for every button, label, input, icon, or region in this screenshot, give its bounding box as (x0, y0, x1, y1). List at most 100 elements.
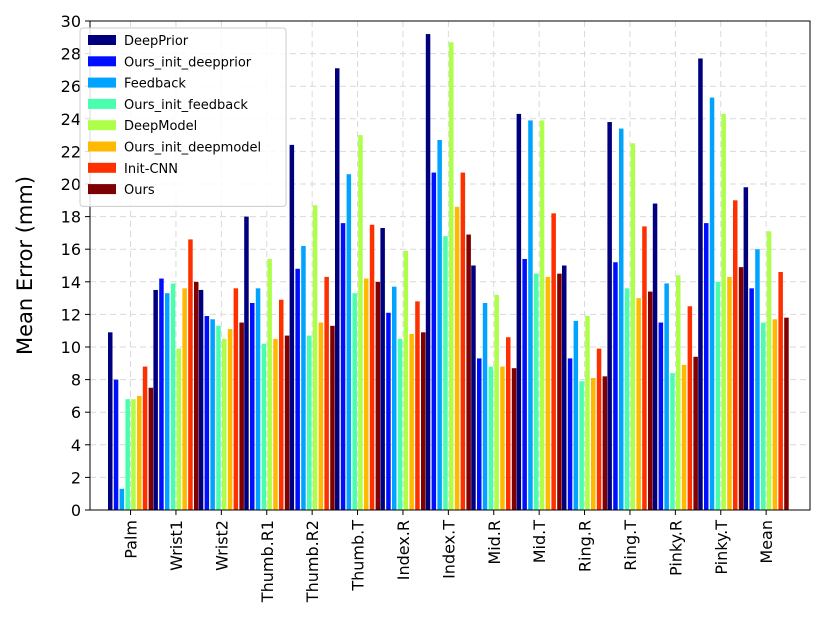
x-tick-label: Index.R (394, 520, 413, 580)
bar (506, 337, 511, 510)
bar (761, 322, 766, 510)
bar (454, 206, 460, 510)
bar (188, 239, 193, 511)
x-tick-label: Wrist1 (167, 520, 186, 571)
bar (227, 329, 233, 510)
bar (755, 249, 760, 510)
bar (607, 122, 612, 510)
bar (108, 332, 113, 510)
bar (652, 203, 658, 510)
y-tick-label: 26 (61, 77, 81, 96)
y-tick-label: 28 (61, 45, 81, 64)
x-axis: Palm Wrist1 Wrist2 Thumb.R1 Thumb.R2 Thumb.T I… (122, 510, 776, 603)
bar (596, 348, 602, 510)
bar (335, 68, 340, 511)
bar (284, 335, 290, 510)
bar (704, 223, 709, 510)
bar (743, 187, 749, 510)
y-tick-label: 18 (61, 208, 81, 227)
legend-swatch (88, 77, 116, 88)
bar (261, 343, 267, 510)
bar (528, 120, 533, 511)
bar (318, 322, 324, 510)
bar (449, 42, 454, 510)
bar (198, 289, 204, 510)
x-tick-label: Mean (757, 520, 776, 564)
bar (403, 250, 409, 510)
bar (630, 143, 636, 510)
x-tick-label: Wrist2 (212, 520, 231, 571)
y-tick-label: 12 (61, 305, 81, 324)
x-tick-label: Pinky.R (666, 520, 685, 576)
bar (488, 366, 494, 510)
legend-label: Ours_init_feedback (124, 98, 248, 113)
bar (466, 234, 471, 510)
y-tick-label: 14 (61, 273, 81, 292)
bar (170, 283, 176, 510)
bar (415, 301, 420, 510)
x-tick-label: Index.T (439, 520, 458, 579)
bar (137, 395, 142, 510)
bar (307, 335, 312, 510)
bar (364, 278, 369, 510)
bar (619, 128, 624, 510)
bar (551, 213, 556, 510)
bar (437, 139, 442, 511)
bar (772, 319, 778, 510)
bar (279, 299, 284, 510)
legend-label: Init-CNN (124, 162, 178, 177)
legend-label: Feedback (124, 77, 186, 92)
bar (693, 356, 698, 510)
bar (380, 228, 385, 510)
bar (738, 267, 744, 510)
legend: DeepPrior Ours_init_deepprior Feedback Ours… (79, 27, 287, 207)
bar (204, 316, 210, 510)
x-tick-label: Thumb.R1 (258, 520, 277, 603)
bar (194, 281, 199, 510)
legend-label: DeepPrior (124, 34, 189, 49)
x-tick-label: Mid.T (530, 520, 549, 563)
bar (409, 333, 414, 510)
bar (358, 135, 363, 510)
bar (766, 231, 772, 510)
y-tick-label: 16 (61, 240, 81, 259)
y-tick-label: 8 (71, 371, 81, 390)
bar (421, 332, 426, 510)
legend-swatch (88, 98, 116, 109)
bar (125, 399, 130, 510)
bar (567, 358, 573, 510)
bar (784, 317, 789, 510)
legend-swatch (88, 56, 116, 67)
bar (255, 288, 261, 510)
bar (216, 325, 221, 510)
bar (698, 58, 703, 511)
bar (562, 265, 567, 510)
x-tick-label: Mid.R (485, 520, 504, 565)
y-tick-label: 22 (61, 142, 81, 161)
y-tick-label: 20 (61, 175, 81, 194)
bar (539, 120, 545, 511)
bar (330, 325, 335, 510)
bar (244, 216, 249, 510)
bar (585, 316, 590, 510)
bar (250, 302, 255, 510)
legend-swatch (88, 162, 116, 173)
bar (624, 288, 630, 510)
bar (289, 144, 295, 510)
bar (709, 97, 715, 511)
bar (369, 224, 375, 510)
bar (642, 226, 647, 510)
bar (119, 488, 125, 510)
x-tick-label: Palm (122, 520, 141, 559)
x-tick-label: Pinky.T (712, 520, 731, 575)
legend-label: Ours (124, 183, 155, 198)
bar (182, 288, 187, 510)
bar (545, 276, 551, 510)
y-tick-label: 4 (71, 436, 81, 455)
bar (210, 319, 215, 510)
x-tick-label: Ring.T (621, 520, 640, 571)
bar (131, 399, 136, 510)
bar (267, 258, 272, 510)
